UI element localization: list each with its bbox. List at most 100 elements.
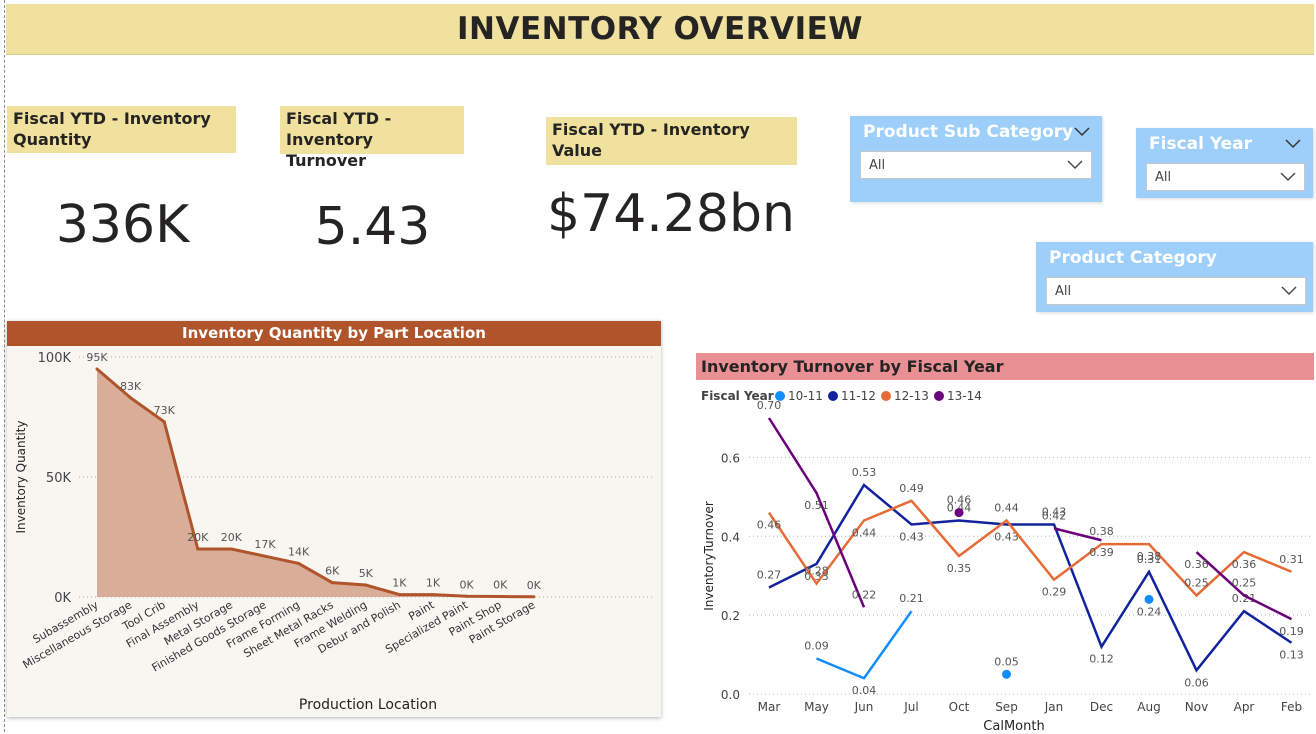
y-axis-title: Inventory Quantity bbox=[14, 421, 28, 534]
data-label: 0.39 bbox=[1089, 546, 1114, 559]
data-point bbox=[498, 595, 502, 599]
series-line bbox=[96, 367, 534, 599]
data-label: 0.43 bbox=[994, 530, 1019, 543]
slicer-dropdown[interactable]: All bbox=[860, 151, 1092, 179]
y-tick-label: 0.4 bbox=[721, 530, 740, 544]
legend-label: 10-11 bbox=[788, 389, 823, 403]
page-title: INVENTORY OVERVIEW bbox=[457, 11, 863, 47]
y-tick-label: 0.0 bbox=[721, 688, 740, 702]
x-axis-title: CalMonth bbox=[983, 719, 1044, 734]
data-label: 0.36 bbox=[1232, 558, 1257, 571]
data-label: 83K bbox=[120, 380, 142, 393]
canvas-border bbox=[4, 0, 1312, 732]
slicer-fiscal-year[interactable]: Fiscal Year All bbox=[1136, 128, 1313, 198]
data-label: 95K bbox=[86, 351, 108, 364]
data-label: 0.38 bbox=[1089, 525, 1114, 538]
data-label: 0.46 bbox=[757, 519, 782, 532]
data-label: 73K bbox=[154, 404, 176, 417]
data-label: 0.70 bbox=[757, 399, 782, 412]
data-label: 0.19 bbox=[1279, 625, 1304, 638]
data-label: 0.38 bbox=[1137, 550, 1162, 563]
data-label: 0.31 bbox=[1279, 553, 1304, 566]
slicer-title: Product Sub Category bbox=[863, 122, 1074, 142]
legend-label: 12-13 bbox=[894, 389, 929, 403]
data-point bbox=[954, 508, 964, 518]
data-point bbox=[297, 561, 301, 565]
legend-marker bbox=[881, 391, 891, 401]
slicer-selected-value: All bbox=[1055, 283, 1072, 299]
page-title-bar: INVENTORY OVERVIEW bbox=[6, 4, 1314, 55]
x-tick-label: Dec bbox=[1090, 700, 1113, 714]
data-point bbox=[95, 367, 99, 371]
data-point bbox=[1002, 669, 1011, 679]
y-tick-label: 0.6 bbox=[721, 451, 740, 465]
data-label: 5K bbox=[359, 567, 374, 580]
x-tick-label: Feb bbox=[1281, 700, 1302, 714]
data-label: 1K bbox=[426, 577, 441, 590]
slicer-selected-value: All bbox=[1155, 169, 1172, 185]
chevron-down-icon bbox=[1281, 286, 1297, 295]
slicer-dropdown[interactable]: All bbox=[1146, 163, 1305, 191]
data-label: 0.22 bbox=[852, 588, 877, 601]
data-label: 0.53 bbox=[852, 466, 877, 479]
series-line-11-12 bbox=[768, 483, 1293, 673]
data-label: 0.12 bbox=[1089, 653, 1114, 666]
data-point bbox=[330, 581, 334, 585]
x-tick-label: Apr bbox=[1234, 700, 1255, 714]
legend-title: Fiscal Year bbox=[701, 389, 774, 403]
data-label: 0.36 bbox=[1184, 558, 1209, 571]
slicer-title: Product Category bbox=[1049, 248, 1217, 268]
x-tick-label: Aug bbox=[1137, 700, 1160, 714]
chart-title: Inventory Turnover by Fiscal Year bbox=[696, 353, 1314, 380]
data-point bbox=[196, 547, 200, 551]
data-label: 0.42 bbox=[1042, 509, 1067, 522]
data-label: 0.09 bbox=[804, 640, 829, 653]
data-label: 0.24 bbox=[1137, 605, 1162, 618]
data-point bbox=[129, 396, 133, 400]
data-label: 0.44 bbox=[994, 502, 1019, 515]
data-label: 0.21 bbox=[899, 592, 924, 605]
slicer-product-sub-category[interactable]: Product Sub Category All bbox=[850, 116, 1102, 202]
data-label: 0.05 bbox=[994, 655, 1019, 668]
inventory-turnover-chart: Fiscal Year 10-11 11-12 12-13 13-14 0.0 0.2 0.4… bbox=[701, 389, 1310, 734]
chart-title: Inventory Quantity by Part Location bbox=[7, 321, 661, 346]
data-label: 0.44 bbox=[947, 502, 972, 515]
chevron-down-icon[interactable] bbox=[1285, 138, 1301, 150]
slicer-title: Fiscal Year bbox=[1149, 134, 1252, 154]
data-point bbox=[162, 420, 166, 424]
data-label: 0.43 bbox=[1042, 505, 1067, 518]
data-label: 14K bbox=[288, 545, 310, 558]
legend-label: 13-14 bbox=[947, 389, 982, 403]
x-tick-label: Sep bbox=[995, 700, 1018, 714]
series-line-12-13 bbox=[767, 499, 1292, 598]
data-point bbox=[1144, 594, 1154, 604]
data-label: 0.21 bbox=[1232, 592, 1257, 605]
legend-marker bbox=[934, 391, 944, 401]
legend-marker bbox=[775, 391, 785, 401]
slicer-dropdown[interactable]: All bbox=[1046, 277, 1306, 305]
data-label: 17K bbox=[254, 538, 276, 551]
x-tick-label: May bbox=[804, 700, 829, 714]
x-tick-label: Nov bbox=[1185, 700, 1208, 714]
series-line-13-14 bbox=[1195, 551, 1293, 621]
data-label: 0.04 bbox=[852, 684, 877, 697]
data-label: 0.25 bbox=[1232, 576, 1257, 589]
y-axis-title: InventoryTurnover bbox=[702, 501, 716, 611]
slicer-product-category[interactable]: Product Category All bbox=[1036, 242, 1313, 312]
x-axis-title: Production Location bbox=[299, 697, 437, 713]
series-line-10-11 bbox=[816, 610, 913, 680]
data-label: 20K bbox=[187, 531, 209, 544]
x-tick-label: Mar bbox=[758, 700, 781, 714]
data-label: 0.49 bbox=[899, 482, 924, 495]
data-label: 20K bbox=[221, 531, 243, 544]
data-label: 0.29 bbox=[1042, 586, 1067, 599]
x-tick-label: Oct bbox=[949, 700, 970, 714]
data-label: 0.28 bbox=[804, 565, 829, 578]
data-label: 0.51 bbox=[804, 499, 829, 512]
kpi-value-label: Fiscal YTD - Inventory Value bbox=[546, 117, 797, 165]
data-label: 0.35 bbox=[947, 562, 972, 575]
data-label: 0.25 bbox=[1184, 576, 1209, 589]
chevron-down-icon[interactable] bbox=[1074, 126, 1090, 138]
data-label: 0.27 bbox=[757, 569, 782, 582]
